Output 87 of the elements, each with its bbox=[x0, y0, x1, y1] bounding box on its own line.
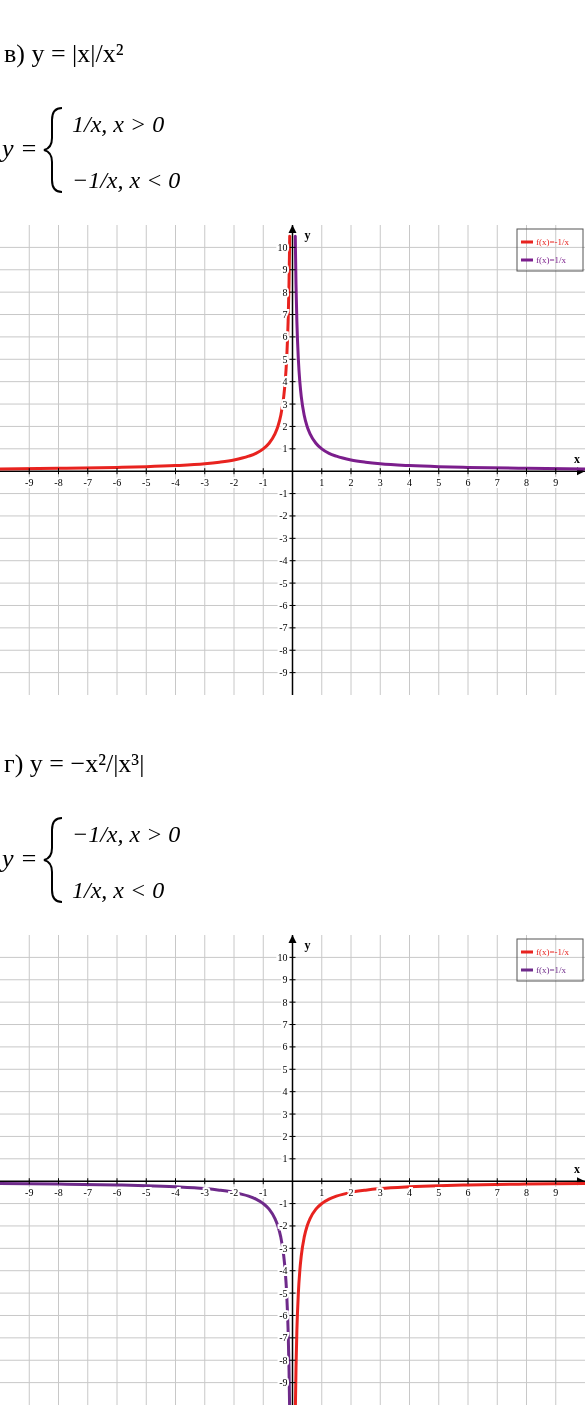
x-tick-label: 1 bbox=[319, 477, 325, 489]
text: 1/x, x < 0 bbox=[72, 877, 165, 903]
x-tick-label: -9 bbox=[25, 1187, 34, 1199]
y-tick-label: 3 bbox=[282, 1108, 288, 1120]
x-tick-label: -2 bbox=[229, 1187, 239, 1199]
text: 1/x, x > 0 bbox=[72, 111, 165, 137]
x-tick-label: 4 bbox=[407, 1187, 412, 1199]
x-tick-label: -5 bbox=[142, 1187, 151, 1199]
y-tick-label: -7 bbox=[279, 622, 288, 634]
chart-title: г) y = −x²/|x³| bbox=[4, 749, 145, 778]
x-tick-label: 9 bbox=[553, 477, 559, 489]
y-tick-label: -6 bbox=[279, 599, 288, 611]
x-tick-label: 5 bbox=[436, 1187, 442, 1199]
y-axis-title: y bbox=[304, 938, 311, 952]
y-tick-label: -2 bbox=[279, 1220, 288, 1232]
x-tick-label: -3 bbox=[200, 1187, 209, 1199]
y-tick-label: 3 bbox=[282, 398, 288, 410]
y-tick-label: 1 bbox=[282, 443, 288, 455]
x-tick-label: -8 bbox=[54, 477, 63, 489]
x-tick-label: -4 bbox=[171, 1187, 180, 1199]
y-tick-label: -1 bbox=[279, 488, 288, 500]
x-tick-label: 2 bbox=[348, 477, 354, 489]
y-axis-title: y bbox=[304, 228, 311, 242]
legend-label: f(x)=-1/x bbox=[536, 237, 570, 247]
y-tick-label: 10 bbox=[277, 951, 288, 963]
y-tick-label: 8 bbox=[282, 286, 288, 298]
x-axis-title: x bbox=[574, 1162, 580, 1177]
x-tick-label: 8 bbox=[524, 1187, 529, 1199]
y-tick-label: 10 bbox=[277, 241, 288, 253]
x-tick-label: 2 bbox=[348, 1187, 354, 1199]
x-tick-label: 7 bbox=[494, 477, 500, 489]
x-tick-label: -4 bbox=[171, 477, 180, 489]
x-tick-label: 4 bbox=[407, 477, 412, 489]
y-tick-label: 7 bbox=[282, 1019, 288, 1031]
x-tick-label: -5 bbox=[142, 477, 151, 489]
line-series bbox=[0, 1181, 292, 1405]
y-tick-label: 1 bbox=[282, 1153, 288, 1165]
line-series bbox=[0, 234, 292, 471]
x-tick-label: 6 bbox=[465, 1187, 471, 1199]
text: y = bbox=[0, 134, 38, 163]
x-tick-label: 3 bbox=[377, 1187, 383, 1199]
x-tick-label: 1 bbox=[319, 1187, 325, 1199]
y-tick-label: 4 bbox=[282, 1086, 288, 1098]
x-tick-label: 7 bbox=[494, 1187, 500, 1199]
text: y = bbox=[0, 844, 38, 873]
y-tick-label: -8 bbox=[279, 644, 288, 656]
x-tick-label: -1 bbox=[259, 1187, 268, 1199]
y-tick-label: 7 bbox=[282, 309, 288, 321]
text: −1/x, x < 0 bbox=[72, 167, 181, 193]
y-tick-label: 4 bbox=[282, 376, 288, 388]
x-tick-label: -7 bbox=[83, 477, 92, 489]
y-tick-label: 6 bbox=[282, 1041, 288, 1053]
chart-title: в) y = |x|/x² bbox=[4, 39, 124, 68]
y-tick-label: -5 bbox=[279, 577, 288, 589]
x-tick-label: -2 bbox=[229, 477, 239, 489]
x-tick-label: -6 bbox=[112, 477, 122, 489]
legend-label: f(x)=-1/x bbox=[536, 947, 570, 957]
legend-label: f(x)=1/x bbox=[536, 255, 567, 265]
y-tick-label: 6 bbox=[282, 331, 288, 343]
legend-label: f(x)=1/x bbox=[536, 965, 567, 975]
y-tick-label: -9 bbox=[279, 1377, 288, 1389]
x-tick-label: -7 bbox=[83, 1187, 92, 1199]
y-tick-label: -3 bbox=[279, 532, 288, 544]
x-tick-label: 8 bbox=[524, 477, 529, 489]
x-tick-label: -9 bbox=[25, 477, 34, 489]
x-tick-label: -1 bbox=[259, 477, 268, 489]
x-tick-label: -8 bbox=[54, 1187, 63, 1199]
y-tick-label: 9 bbox=[282, 974, 288, 986]
x-tick-label: -3 bbox=[200, 477, 209, 489]
y-tick-label: -1 bbox=[279, 1198, 288, 1210]
x-tick-label: 9 bbox=[553, 1187, 559, 1199]
y-tick-label: -9 bbox=[279, 667, 288, 679]
y-tick-label: 2 bbox=[282, 420, 288, 432]
y-tick-label: -2 bbox=[279, 510, 288, 522]
x-axis-title: x bbox=[574, 452, 580, 467]
y-tick-label: 2 bbox=[282, 1130, 288, 1142]
y-tick-label: 5 bbox=[282, 353, 288, 365]
text: −1/x, x > 0 bbox=[72, 821, 181, 847]
x-tick-label: -6 bbox=[112, 1187, 122, 1199]
x-tick-label: 5 bbox=[436, 477, 442, 489]
y-tick-label: 5 bbox=[282, 1063, 288, 1075]
y-tick-label: 9 bbox=[282, 264, 288, 276]
x-tick-label: 6 bbox=[465, 477, 471, 489]
y-tick-label: -8 bbox=[279, 1354, 288, 1366]
y-tick-label: 8 bbox=[282, 996, 288, 1008]
x-tick-label: 3 bbox=[377, 477, 383, 489]
y-tick-label: -4 bbox=[279, 555, 288, 567]
